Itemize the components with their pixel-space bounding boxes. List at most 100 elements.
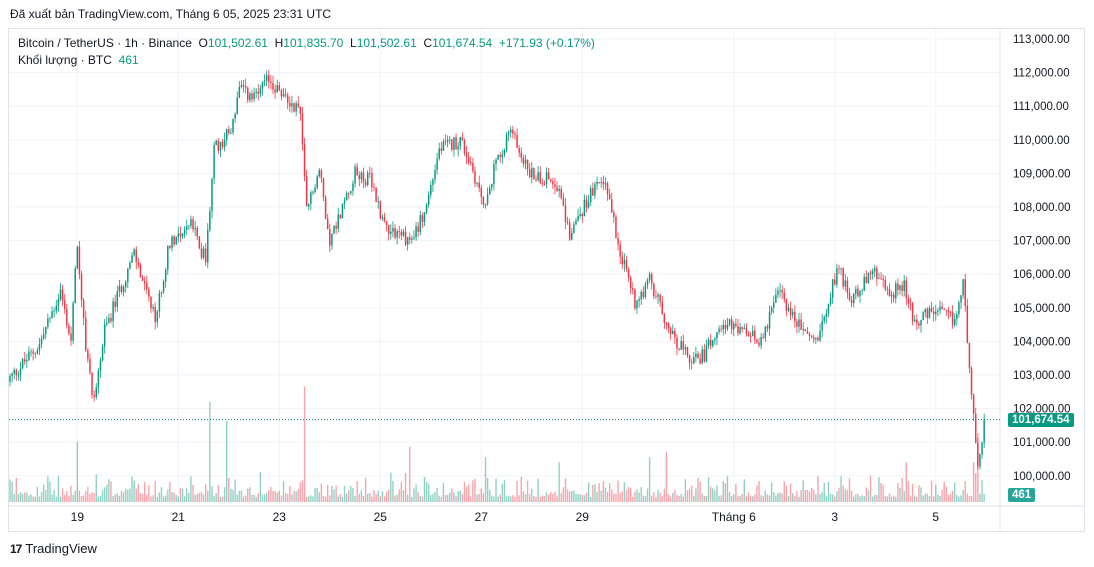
volume-bar	[45, 490, 47, 502]
volume-bar	[964, 481, 966, 502]
volume-bar	[427, 484, 430, 502]
candle-body	[878, 278, 880, 280]
volume-bar	[316, 487, 318, 502]
candle-body	[720, 328, 722, 330]
volume-bar	[482, 493, 485, 502]
candle-body	[339, 214, 342, 219]
chart-legend: Bitcoin / TetherUS · 1h · Binance O101,5…	[18, 35, 595, 69]
candle-body	[848, 293, 851, 300]
tradingview-logo[interactable]: 17 TradingView	[10, 541, 97, 556]
candle-body	[148, 289, 150, 297]
volume-bar	[430, 494, 432, 502]
volume-bar	[360, 490, 363, 502]
candle-body	[80, 274, 83, 301]
candle-body	[806, 331, 809, 334]
volume-bar	[770, 482, 773, 502]
volume-bar	[164, 495, 167, 502]
candle-body	[478, 182, 480, 188]
volume-bar	[825, 496, 828, 502]
candle-body	[442, 141, 445, 151]
candle-body	[512, 129, 514, 134]
candle-body	[684, 347, 687, 350]
candle-body	[665, 322, 668, 324]
volume-bar	[642, 495, 645, 502]
candle-body	[669, 328, 672, 335]
volume-bar	[21, 493, 24, 502]
candle-body	[646, 279, 649, 285]
volume-bar	[276, 492, 278, 502]
candle-body	[659, 294, 661, 302]
volume-bar	[579, 494, 581, 502]
candle-body	[366, 172, 369, 186]
candle-body	[455, 137, 457, 150]
candle-body	[446, 139, 449, 142]
candle-body	[970, 368, 973, 395]
volume-bar	[733, 494, 735, 502]
volume-bar	[768, 495, 771, 502]
candle-body	[840, 268, 842, 270]
candle-body	[882, 278, 884, 281]
candle-body	[958, 302, 960, 314]
candle-body	[909, 303, 912, 305]
candle-body	[17, 374, 20, 376]
candle-body	[284, 94, 287, 96]
volume-bar	[438, 496, 440, 502]
candle-body	[926, 308, 929, 318]
candle-body	[886, 288, 889, 290]
candle-body	[516, 134, 518, 149]
candle-body	[406, 237, 409, 245]
volume-bar	[394, 495, 396, 502]
volume-bar	[659, 492, 661, 502]
y-tick-label: 103,000.00	[1013, 370, 1071, 382]
candle-body	[15, 369, 18, 376]
volume-bar	[680, 493, 682, 502]
candle-body	[177, 233, 180, 237]
candle-body	[855, 288, 857, 294]
candle-body	[606, 183, 609, 195]
volume-label[interactable]: Khối lượng · BTC	[18, 53, 112, 67]
candle-body	[924, 308, 926, 313]
candle-body	[202, 248, 205, 258]
candle-body	[379, 201, 382, 219]
volume-bar	[886, 496, 889, 502]
volume-bar	[590, 496, 592, 502]
volume-bar	[514, 496, 516, 502]
candle-body	[409, 237, 411, 241]
symbol-name[interactable]: Bitcoin / TetherUS · 1h · Binance	[18, 36, 192, 50]
volume-bar	[690, 485, 693, 502]
published-caption: Đã xuất bản TradingView.com, Tháng 6 05,…	[10, 7, 332, 21]
volume-bar	[388, 489, 390, 502]
volume-bar	[907, 481, 910, 502]
candle-body	[375, 187, 377, 202]
candle-body	[453, 137, 455, 150]
volume-bar	[766, 494, 769, 502]
volume-bar	[36, 486, 39, 502]
volume-bar	[459, 490, 461, 502]
volume-bar	[15, 477, 18, 502]
low-value: 101,502.61	[356, 36, 417, 50]
candle-body	[657, 294, 659, 297]
volume-bar	[831, 494, 834, 502]
volume-bar	[596, 492, 598, 502]
candle-body	[282, 94, 285, 97]
volume-bar	[274, 490, 276, 502]
volume-bar	[47, 476, 49, 502]
candle-body	[493, 163, 495, 185]
volume-bar	[171, 492, 173, 502]
y-tick-label: 102,000.00	[1013, 404, 1071, 416]
candle-body	[655, 296, 657, 297]
candle-body	[650, 274, 653, 284]
volume-bar	[120, 490, 123, 502]
candle-body	[859, 290, 861, 297]
volume-bar	[190, 476, 192, 502]
candle-body	[320, 170, 323, 179]
volume-bar	[863, 496, 865, 502]
volume-bar	[762, 496, 764, 502]
volume-bar	[343, 485, 346, 502]
candle-body	[819, 330, 821, 341]
volume-bar	[80, 496, 83, 502]
y-tick-label: 101,000.00	[1013, 437, 1071, 449]
candle-body	[295, 103, 297, 112]
volume-bar	[903, 491, 905, 502]
